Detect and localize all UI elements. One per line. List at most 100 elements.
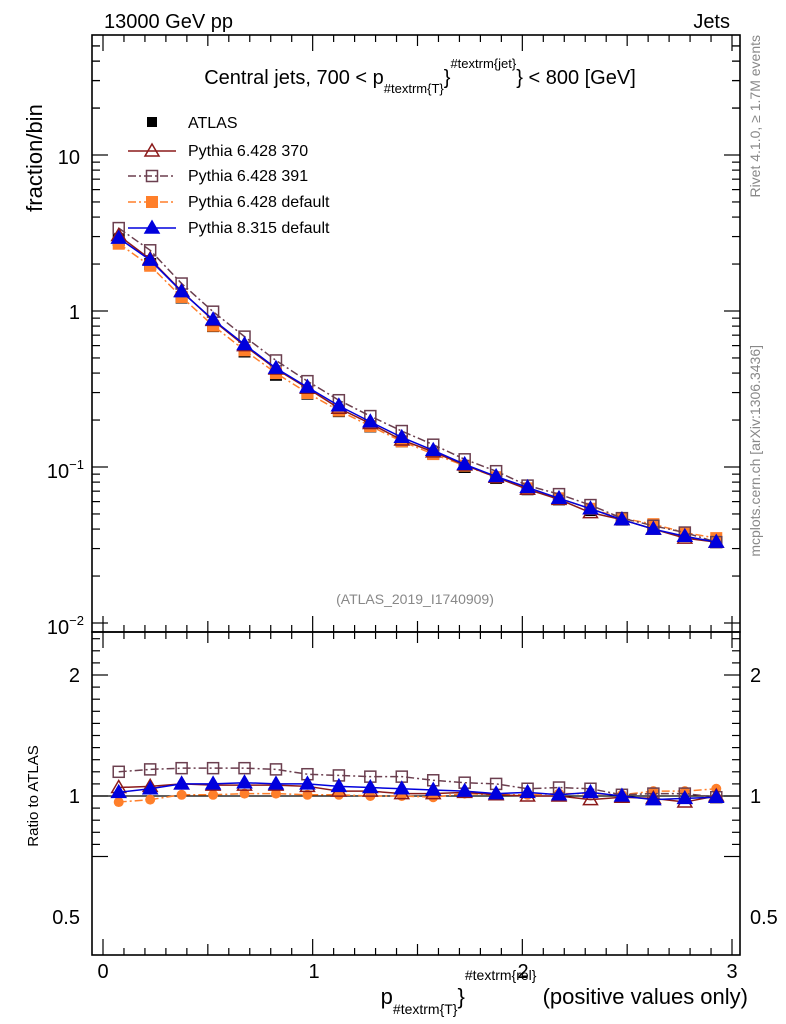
ratio-panel-frame (91, 631, 741, 956)
series-3-point (236, 336, 253, 351)
series-line-2 (118, 243, 717, 539)
legend-marker-series-1 (145, 169, 159, 183)
ratio-3-point (676, 789, 694, 805)
series-3-point (173, 283, 190, 298)
series-3-point (330, 397, 348, 412)
legend-label-series-1: Pythia 6.428 391 (188, 168, 308, 185)
series-3-point (519, 478, 536, 494)
y-tick-label-10: 10 (58, 147, 80, 169)
series-3-point (707, 533, 725, 548)
header-energy-label: 13000 GeV pp (104, 11, 233, 33)
main-panel-data (110, 221, 725, 549)
legend-label-series-3: Pythia 8.315 default (188, 220, 330, 237)
ratio-1-point (238, 761, 251, 775)
ratio-2-point (113, 797, 124, 808)
ratio-3-point (550, 786, 568, 801)
series-line-0 (118, 234, 717, 543)
x-tick-label-0: 0 (97, 961, 108, 983)
series-3-point (204, 311, 222, 326)
ratio-1-point (269, 763, 283, 776)
main-axis-ticks (92, 45, 740, 624)
ratio-3-point (487, 785, 505, 800)
x-axis-ticks (102, 35, 733, 955)
ratio-2-point (333, 789, 344, 800)
ratio-1-point (206, 761, 220, 775)
ratio-3-point (204, 775, 222, 790)
ratio-panel-data (110, 761, 725, 808)
ratio-3-point (707, 788, 725, 803)
series-3-point (393, 428, 411, 444)
ratio-1-point (112, 765, 125, 779)
legend-label-series-0: Pythia 6.428 370 (188, 143, 308, 160)
x-axis-title: p#textrm{T}}#textrm{rel} (positive value… (381, 967, 748, 1017)
ratio-tick-label-05-left: 0.5 (52, 907, 80, 929)
ratio-2-point (239, 788, 250, 799)
series-3-point (582, 500, 599, 515)
y-tick-labels: 10−2 10−1 1 10 (47, 147, 84, 639)
ratio-tick-label-05-right: 0.5 (750, 907, 778, 929)
ratio-3-point (267, 775, 285, 790)
ratio-1-point (143, 763, 157, 776)
series-3-point (645, 520, 662, 535)
ratio-axis-title: Ratio to ATLAS (25, 745, 42, 846)
legend-label-series-2: Pythia 6.428 default (188, 194, 330, 211)
series-3-point (487, 467, 505, 483)
series-line-3 (118, 237, 717, 543)
ratio-2-point (176, 789, 187, 800)
legend-marker-series-3 (143, 219, 161, 234)
legend: ATLAS Pythia 6.428 370 Pythia 6.428 391 … (128, 115, 330, 237)
ratio-tick-label-1-left: 1 (69, 786, 80, 808)
ratio-3-point (110, 783, 128, 799)
legend-marker-series-2 (146, 196, 158, 208)
rivet-version-label: Rivet 4.1.0, ≥ 1.7M events (747, 35, 763, 198)
x-tick-label-1: 1 (308, 961, 319, 983)
series-3-point (613, 511, 631, 526)
ratio-3-point (456, 782, 473, 797)
y-tick-label-1e-2: 10−2 (47, 613, 84, 639)
plot-title: Central jets, 700 < p#textrm{T}}#textrm{… (204, 56, 636, 96)
ratio-3-point (236, 774, 253, 789)
ratio-0-point (582, 791, 599, 806)
ratio-2-point (145, 794, 156, 805)
series-3-point (110, 229, 128, 244)
series-3-point (424, 441, 442, 457)
analysis-tag-label: (ATLAS_2019_I1740909) (336, 591, 494, 607)
ratio-1-point (175, 761, 188, 775)
x-tick-label-2: 2 (517, 961, 528, 983)
series-3-point (267, 359, 285, 374)
y-tick-label-1: 1 (69, 302, 80, 324)
ratio-3-point (424, 781, 442, 796)
ratio-3-point (362, 779, 379, 794)
ratio-axis-ticks (92, 638, 740, 858)
legend-marker-series-0 (143, 142, 161, 157)
ratio-3-point (645, 791, 662, 806)
series-3-point (362, 413, 379, 428)
ratio-2-point (302, 789, 313, 800)
series-3-point (456, 455, 473, 471)
y-tick-label-1e-1: 10−1 (47, 457, 84, 483)
ratio-tick-label-2-right: 2 (750, 665, 761, 687)
series-3-point (299, 378, 316, 393)
legend-label-atlas: ATLAS (188, 115, 238, 132)
ratio-3-point (299, 775, 316, 790)
ratio-tick-label-2-left: 2 (69, 665, 80, 687)
legend-series-entries (128, 142, 176, 234)
ratio-2-point (270, 788, 281, 799)
ratio-3-point (173, 775, 190, 790)
ratio-3-point (330, 777, 348, 793)
series-3-point (550, 489, 568, 505)
series-3-point (141, 251, 159, 266)
mcplots-reference-label: mcplots.cern.ch [arXiv:1306.3436] (747, 345, 763, 557)
header-category-label: Jets (693, 11, 730, 33)
ratio-3-point (519, 783, 536, 799)
x-tick-label-3: 3 (726, 961, 737, 983)
series-3-point (676, 527, 694, 542)
legend-marker-atlas (147, 117, 157, 127)
ratio-tick-label-1-right: 1 (750, 786, 761, 808)
ratio-3-point (613, 787, 631, 802)
ratio-3-point (393, 780, 411, 795)
ratio-3-point (582, 783, 599, 799)
y-axis-title: fraction/bin (22, 104, 47, 212)
series-line-1 (118, 227, 717, 543)
